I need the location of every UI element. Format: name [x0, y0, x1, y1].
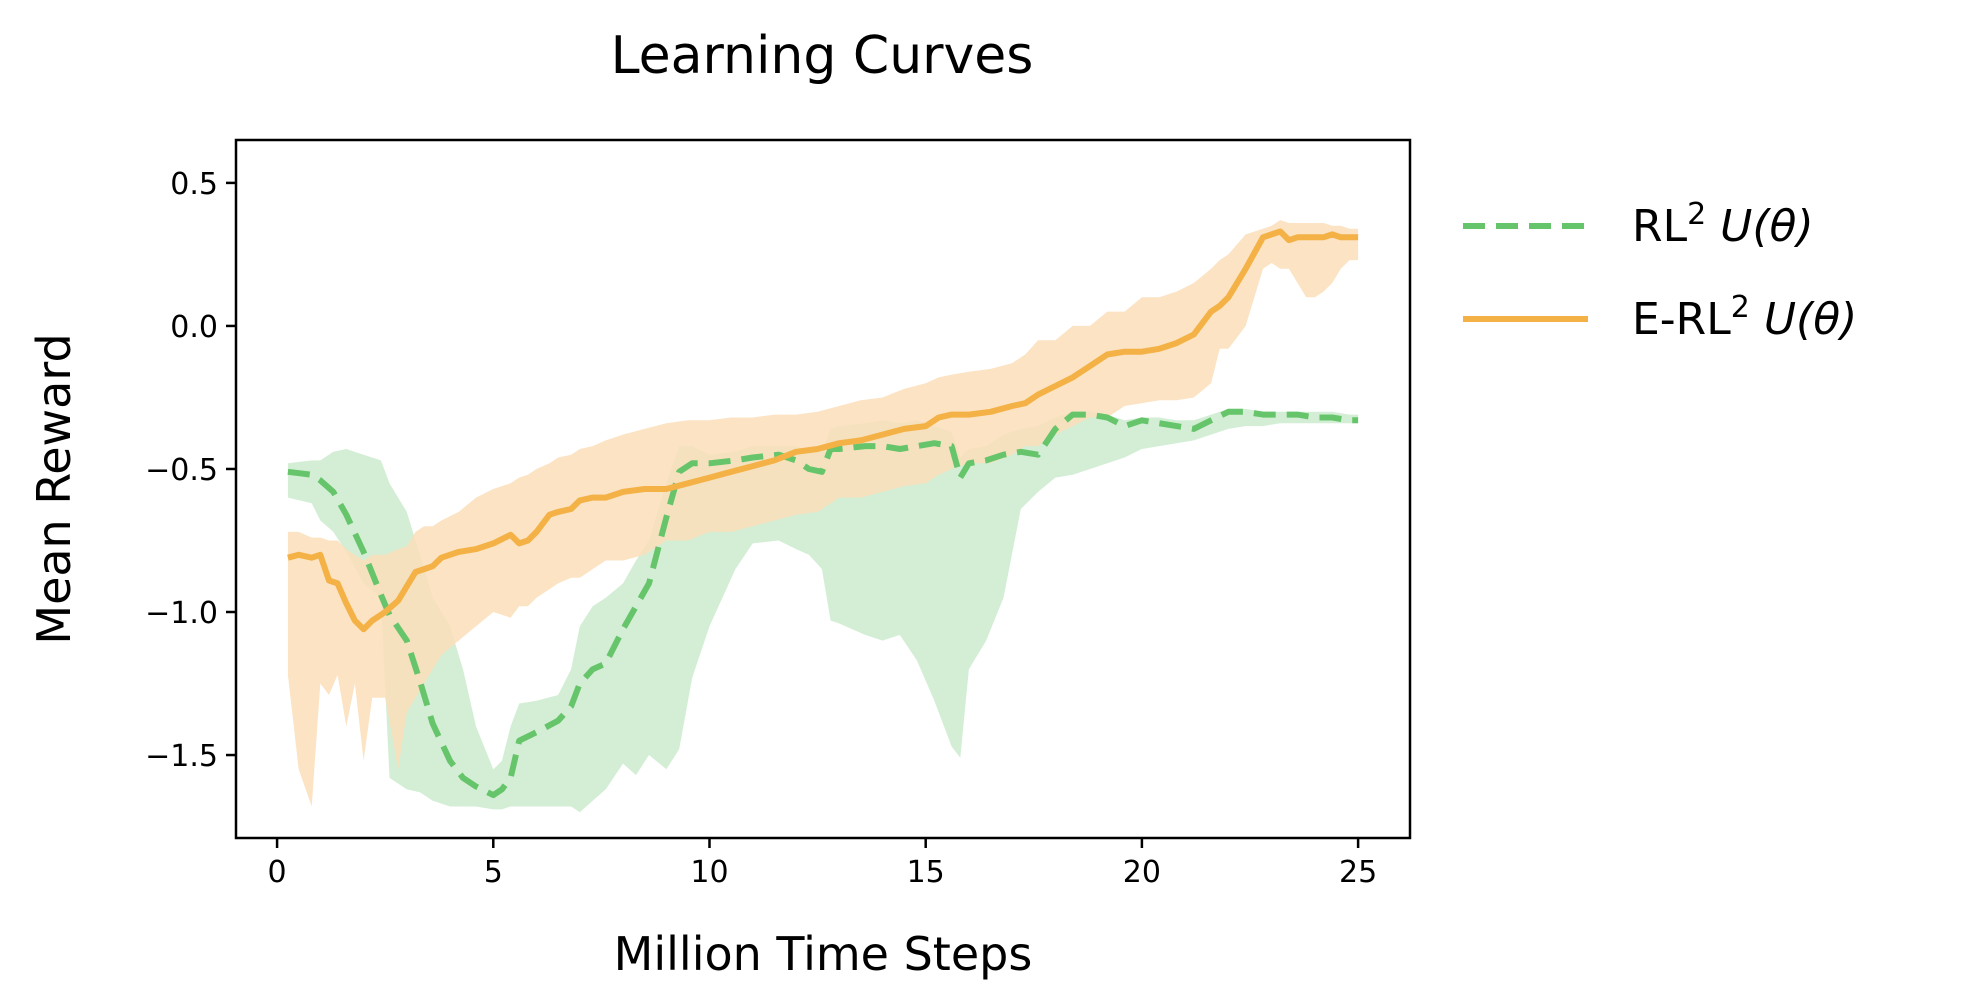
y-tick-label: 0.0 [170, 310, 218, 345]
legend-label-2: E-RL2 U(θ) [1632, 290, 1857, 345]
y-axis-ticks: 0.5 0.0 −0.5 −1.0 −1.5 [145, 167, 236, 774]
y-tick-label: 0.5 [170, 167, 218, 202]
x-tick-label: 10 [690, 855, 728, 890]
x-tick-label: 15 [907, 855, 945, 890]
x-axis-ticks: 0 5 10 15 20 25 [268, 838, 1377, 890]
x-tick-label: 20 [1123, 855, 1161, 890]
series-lines [287, 228, 1359, 799]
series-1-confidence-band [287, 408, 1359, 813]
x-tick-label: 25 [1339, 855, 1377, 890]
x-tick-label: 0 [268, 855, 287, 890]
y-tick-label: −0.5 [145, 453, 218, 488]
legend: RL2 U(θ) E-RL2 U(θ) [1463, 197, 1857, 345]
series-1-line [287, 408, 1359, 799]
chart-title: Learning Curves [611, 26, 1034, 86]
x-axis-title: Million Time Steps [614, 927, 1033, 981]
y-tick-label: −1.0 [145, 596, 218, 631]
y-axis-title: Mean Reward [27, 333, 81, 644]
plot-frame [234, 138, 1412, 840]
x-tick-label: 5 [484, 855, 503, 890]
series-2-line [287, 228, 1359, 633]
legend-label-1: RL2 U(θ) [1632, 197, 1814, 252]
y-tick-label: −1.5 [145, 739, 218, 774]
